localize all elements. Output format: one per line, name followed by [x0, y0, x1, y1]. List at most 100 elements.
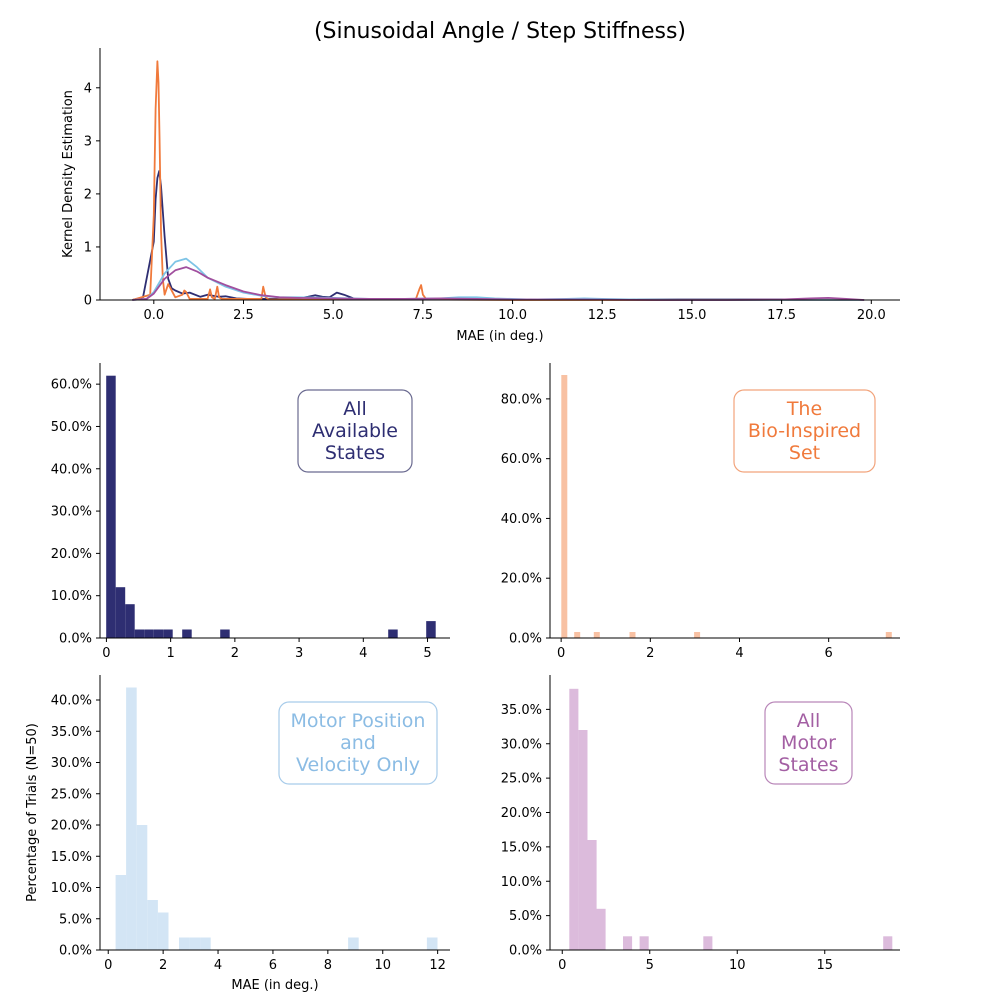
histogram-bar: [153, 629, 164, 638]
y-tick-label: 40.0%: [501, 512, 542, 527]
histogram-bar: [578, 730, 588, 950]
histogram-bar: [623, 936, 633, 951]
histogram-bar: [157, 912, 169, 950]
histogram-bar: [694, 632, 701, 638]
histogram-bar: [885, 632, 892, 638]
x-axis-label: MAE (in deg.): [456, 329, 543, 344]
histogram-bar: [200, 937, 211, 950]
y-tick-label: 30.0%: [501, 737, 542, 752]
y-tick-label: 35.0%: [51, 725, 92, 740]
x-tick-label: 17.5: [767, 308, 796, 323]
histogram-bar: [220, 629, 230, 638]
panel-label-line: States: [325, 442, 385, 464]
y-tick-label: 10.0%: [51, 881, 92, 896]
y-tick-label: 0: [84, 294, 92, 309]
x-tick-label: 2: [159, 958, 167, 973]
y-tick-label: 1: [84, 240, 92, 255]
histogram-bar: [115, 875, 127, 950]
y-tick-label: 20.0%: [51, 819, 92, 834]
panel-label-line: All: [797, 710, 821, 732]
x-axis-label: MAE (in deg.): [231, 978, 318, 993]
x-tick-label: 15.0: [677, 308, 706, 323]
panel-label-line: Motor Position: [291, 710, 426, 732]
x-tick-label: 12: [429, 958, 446, 973]
panel-label-line: All: [343, 398, 367, 420]
series-line-3: [132, 266, 865, 301]
histogram-bar: [426, 937, 438, 950]
y-tick-label: 0.0%: [59, 632, 92, 647]
histogram-bar: [703, 936, 713, 951]
x-tick-label: 4: [214, 958, 222, 973]
y-tick-label: 80.0%: [501, 392, 542, 407]
y-tick-label: 2: [84, 187, 92, 202]
x-tick-label: 0: [557, 646, 565, 661]
x-tick-label: 12.5: [588, 308, 617, 323]
panel-label-line: Available: [312, 420, 398, 442]
histogram-bar: [629, 632, 636, 638]
x-tick-label: 20.0: [857, 308, 886, 323]
x-tick-label: 0: [558, 958, 566, 973]
histogram-bar: [561, 375, 568, 638]
y-tick-label: 15.0%: [51, 850, 92, 865]
y-tick-label: 4: [84, 81, 92, 96]
x-tick-label: 7.5: [413, 308, 434, 323]
y-tick-label: 0.0%: [509, 632, 542, 647]
chart-hist_all_available: 0 1 2 3 4 50.0%10.0%20.0%30.0%40.0%50.0%60.0%…: [51, 363, 450, 661]
y-tick-label: 10.0%: [51, 589, 92, 604]
panel-label-line: The: [786, 398, 822, 420]
panel-label-line: Velocity Only: [296, 754, 420, 776]
histogram-bar: [883, 936, 893, 951]
x-tick-label: 10: [729, 958, 746, 973]
x-tick-label: 10: [374, 958, 391, 973]
y-tick-label: 30.0%: [51, 756, 92, 771]
histogram-bar: [426, 621, 436, 638]
y-tick-label: 5.0%: [509, 909, 542, 924]
x-tick-label: 2: [646, 646, 654, 661]
y-tick-label: 35.0%: [501, 703, 542, 718]
x-tick-label: 0.0: [143, 308, 164, 323]
panel-label-line: Motor: [781, 732, 836, 754]
y-tick-label: 20.0%: [501, 806, 542, 821]
x-tick-label: 4: [359, 646, 367, 661]
y-axis-label: Percentage of Trials (N=50): [25, 723, 40, 902]
histogram-bar: [596, 908, 606, 951]
histogram-bar: [106, 375, 116, 638]
histogram-bar: [348, 937, 359, 950]
y-tick-label: 40.0%: [51, 462, 92, 477]
charts: 0.0 2.5 5.0 7.5 10.0 12.5 15.0 17.5 20.001234MAE…: [25, 48, 900, 993]
histogram-bar: [639, 936, 649, 951]
y-tick-label: 0.0%: [59, 944, 92, 959]
series-line-0: [132, 170, 865, 301]
histogram-bar: [587, 840, 597, 950]
histogram-bar: [115, 587, 126, 638]
y-tick-label: 60.0%: [501, 452, 542, 467]
y-tick-label: 5.0%: [59, 912, 92, 927]
chart-hist_all_motor: 0 5 10 15 0.0% 5.0% 10.0% 15.0% 20.0% 25.0% 30.0% 3…: [501, 675, 900, 973]
series-line-1: [132, 60, 865, 301]
x-tick-label: 5.0: [323, 308, 344, 323]
x-tick-label: 1: [167, 646, 175, 661]
chart-hist_bio_inspired: 0 2 4 60.0%20.0%40.0%60.0%80.0% TheBio-Inspi…: [501, 363, 900, 661]
histogram-bar: [182, 629, 192, 638]
x-tick-label: 8: [324, 958, 332, 973]
histogram-bar: [189, 937, 201, 950]
histogram-bar: [593, 632, 600, 638]
histogram-bar: [126, 687, 137, 950]
x-tick-label: 4: [735, 646, 743, 661]
y-tick-label: 15.0%: [501, 840, 542, 855]
x-tick-label: 5: [646, 958, 654, 973]
histogram-bar: [147, 900, 158, 950]
y-axis-label: Kernel Density Estimation: [61, 90, 76, 258]
x-tick-label: 10.0: [498, 308, 527, 323]
y-tick-label: 20.0%: [501, 572, 542, 587]
y-tick-label: 40.0%: [51, 694, 92, 709]
histogram-bar: [136, 825, 148, 950]
x-tick-label: 2.5: [233, 308, 254, 323]
panel-label-box: [278, 701, 438, 785]
histogram-bar: [125, 604, 135, 638]
x-tick-label: 6: [825, 646, 833, 661]
histogram-bar: [163, 629, 173, 638]
y-tick-label: 60.0%: [51, 378, 92, 393]
figure-title: (Sinusoidal Angle / Step Stiffness): [314, 19, 686, 44]
